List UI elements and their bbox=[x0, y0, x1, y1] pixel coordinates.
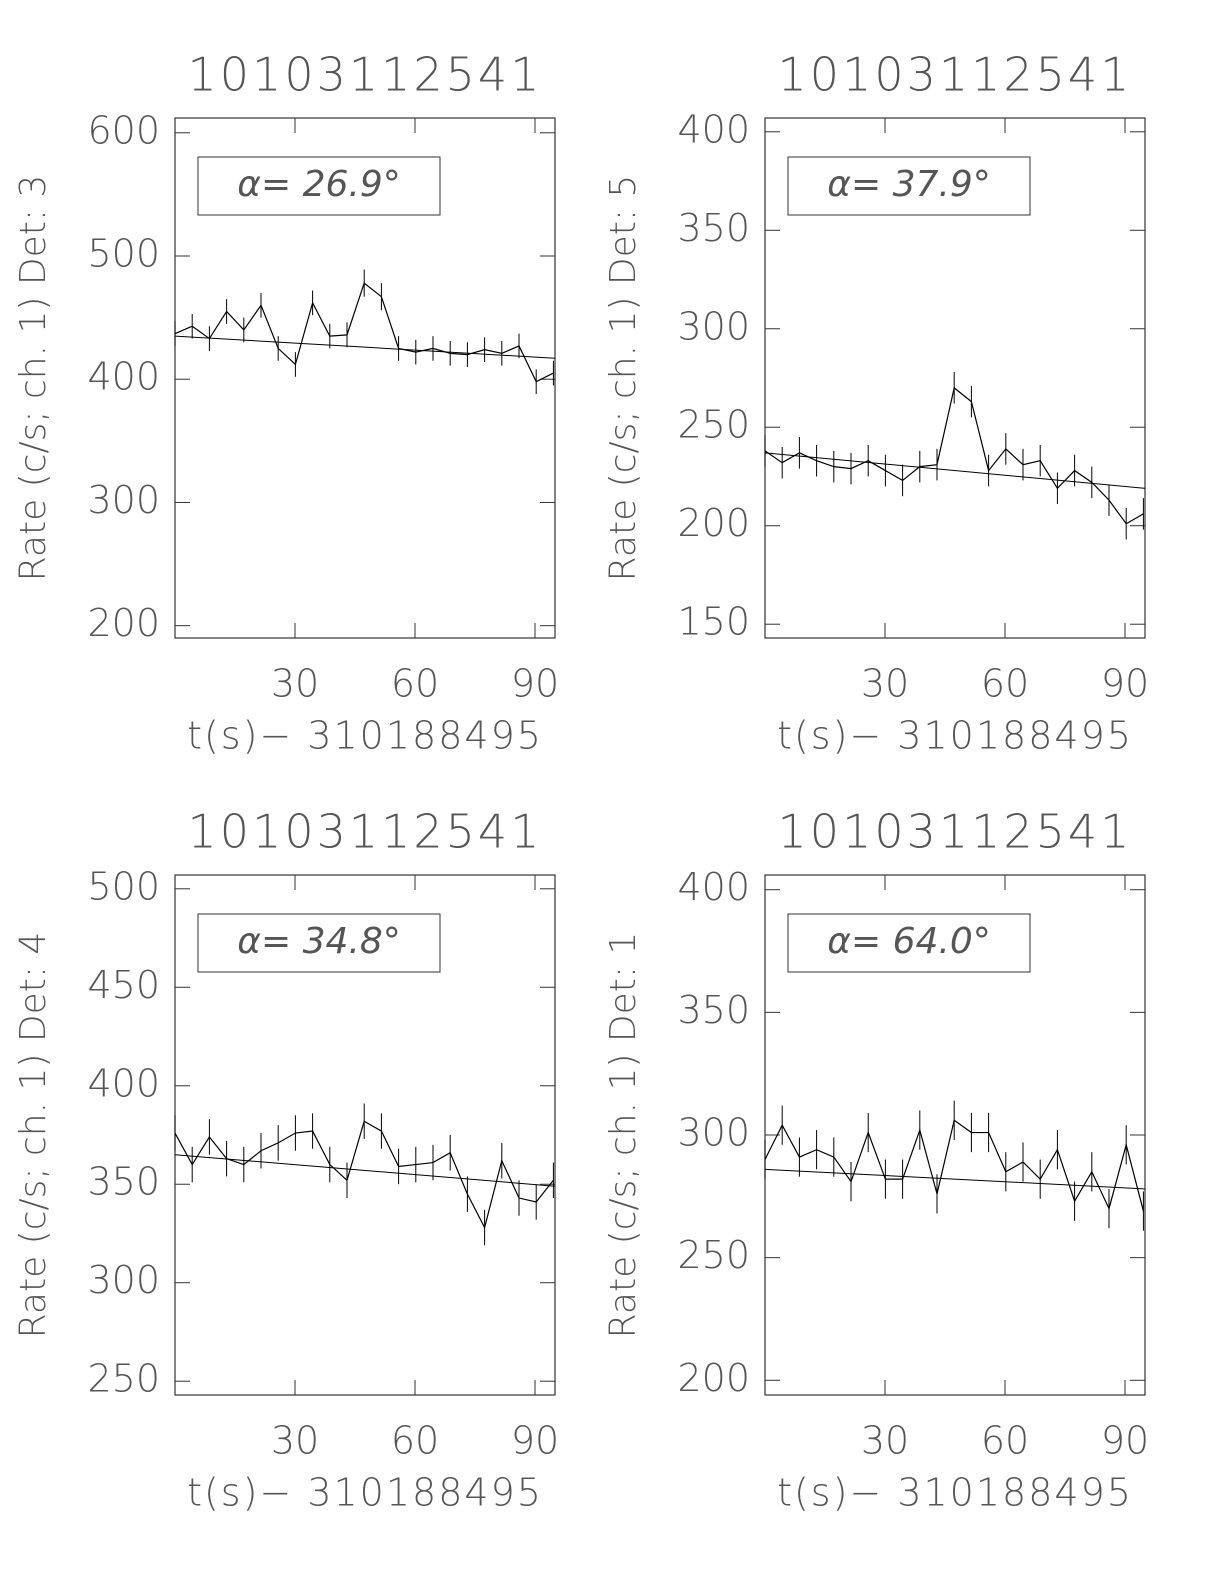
x-tick-label: 30 bbox=[271, 662, 319, 706]
annotation: α= 26.9° bbox=[237, 164, 401, 205]
y-tick-label: 300 bbox=[677, 1111, 750, 1155]
annotation-box bbox=[197, 156, 441, 216]
y-tick-label: 200 bbox=[677, 1356, 750, 1400]
x-tick-label: 90 bbox=[1101, 662, 1149, 706]
y-tick-label: 300 bbox=[87, 1258, 160, 1302]
y-tick-label: 300 bbox=[677, 304, 750, 348]
annotation: α= 37.9° bbox=[827, 164, 991, 205]
annotation-box bbox=[787, 156, 1031, 216]
panel-title: 10103112541 bbox=[188, 48, 543, 102]
x-tick-label: 90 bbox=[1101, 1419, 1149, 1463]
y-tick-label: 200 bbox=[87, 601, 160, 645]
y-axis-label: Rate (c/s; ch. 1) Det: 1 bbox=[603, 932, 644, 1339]
x-tick-label: 30 bbox=[861, 1419, 909, 1463]
x-tick-label: 30 bbox=[271, 1419, 319, 1463]
x-axis-label: t(s)− 310188495 bbox=[777, 1471, 1133, 1515]
fit-line bbox=[764, 452, 1146, 489]
y-tick-label: 400 bbox=[87, 355, 160, 399]
x-tick-label: 60 bbox=[981, 662, 1029, 706]
y-tick-label: 450 bbox=[87, 963, 160, 1007]
x-tick-label: 90 bbox=[511, 1419, 559, 1463]
data-line bbox=[764, 1119, 1144, 1212]
y-tick-label: 500 bbox=[87, 232, 160, 276]
y-tick-label: 400 bbox=[677, 107, 750, 151]
y-tick-label: 400 bbox=[677, 865, 750, 909]
data-line bbox=[764, 386, 1144, 525]
fit-line bbox=[174, 1154, 556, 1187]
annotation: α= 64.0° bbox=[827, 921, 991, 962]
data-line bbox=[174, 282, 554, 383]
y-tick-label: 350 bbox=[87, 1160, 160, 1204]
x-axis-label: t(s)− 310188495 bbox=[187, 1471, 543, 1515]
y-tick-label: 200 bbox=[677, 501, 750, 545]
plot-frame bbox=[764, 117, 1146, 639]
y-tick-label: 400 bbox=[87, 1061, 160, 1105]
panel-title: 10103112541 bbox=[778, 805, 1133, 859]
y-tick-label: 350 bbox=[677, 206, 750, 250]
panel-title: 10103112541 bbox=[188, 805, 543, 859]
y-tick-label: 150 bbox=[677, 600, 750, 644]
x-tick-label: 90 bbox=[511, 662, 559, 706]
x-axis-label: t(s)− 310188495 bbox=[187, 714, 543, 758]
x-axis-label: t(s)− 310188495 bbox=[777, 714, 1133, 758]
panel-title: 10103112541 bbox=[778, 48, 1133, 102]
y-tick-label: 250 bbox=[87, 1357, 160, 1401]
x-tick-label: 30 bbox=[861, 662, 909, 706]
x-tick-label: 60 bbox=[391, 1419, 439, 1463]
y-axis-label: Rate (c/s; ch. 1) Det: 5 bbox=[603, 175, 644, 582]
y-axis-label: Rate (c/s; ch. 1) Det: 3 bbox=[13, 175, 54, 582]
annotation: α= 34.8° bbox=[237, 921, 401, 962]
plot-frame bbox=[174, 117, 556, 639]
data-line bbox=[174, 1120, 554, 1230]
annotation-box bbox=[787, 913, 1031, 973]
y-tick-label: 250 bbox=[677, 1233, 750, 1277]
y-axis-label: Rate (c/s; ch. 1) Det: 4 bbox=[13, 932, 54, 1339]
y-tick-label: 500 bbox=[87, 864, 160, 908]
fit-line bbox=[174, 335, 556, 359]
y-tick-label: 300 bbox=[87, 478, 160, 522]
fit-line bbox=[764, 1168, 1146, 1190]
x-tick-label: 60 bbox=[391, 662, 439, 706]
y-tick-label: 600 bbox=[87, 108, 160, 152]
annotation-box bbox=[197, 913, 441, 973]
y-tick-label: 250 bbox=[677, 403, 750, 447]
y-tick-label: 350 bbox=[677, 988, 750, 1032]
x-tick-label: 60 bbox=[981, 1419, 1029, 1463]
